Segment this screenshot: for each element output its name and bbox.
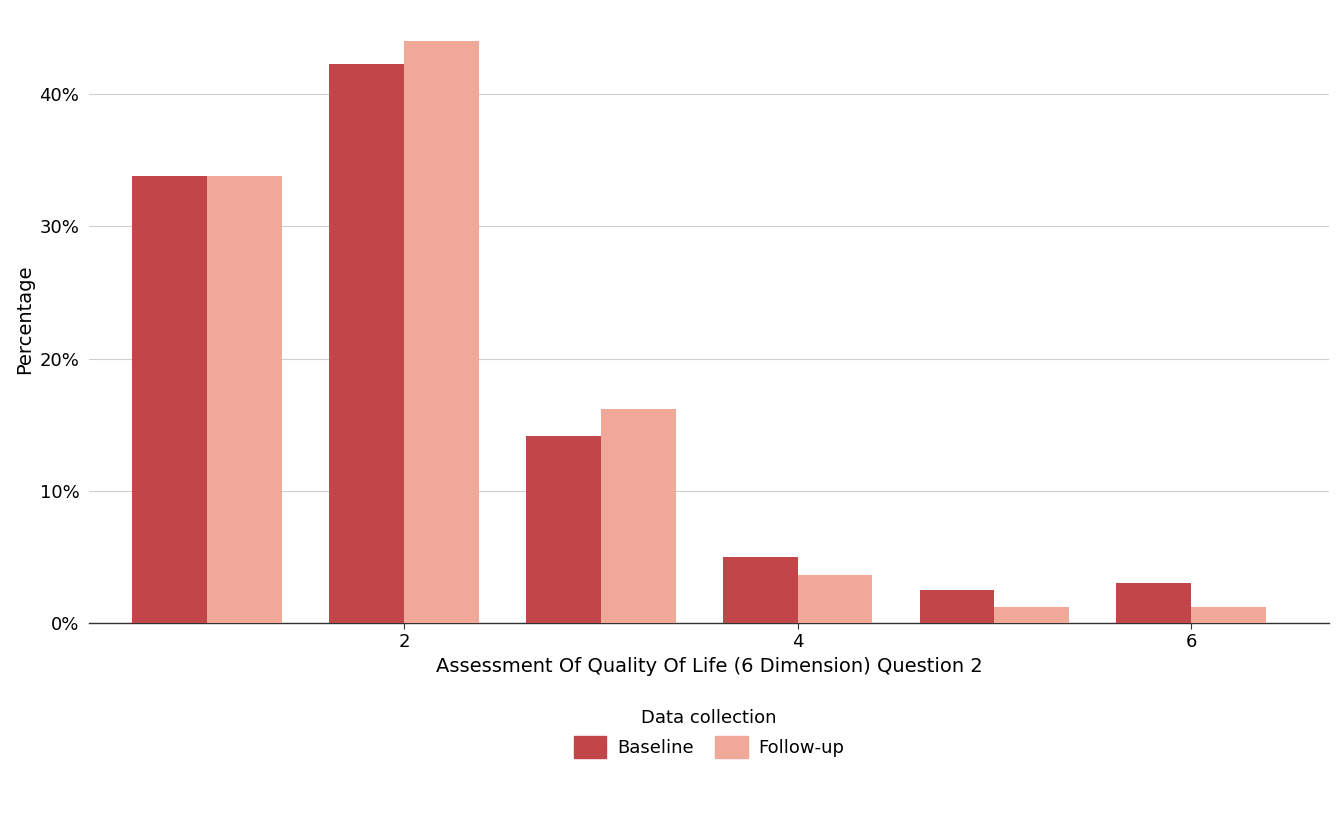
Bar xyxy=(601,408,676,622)
Y-axis label: Percentage: Percentage xyxy=(15,264,34,374)
Bar xyxy=(723,557,797,622)
Legend: Baseline, Follow-up: Baseline, Follow-up xyxy=(566,702,852,765)
Bar xyxy=(405,42,478,622)
Bar xyxy=(995,607,1070,622)
Bar xyxy=(919,590,995,622)
Bar xyxy=(526,437,601,622)
Bar xyxy=(329,64,405,622)
Bar xyxy=(797,575,872,622)
Bar xyxy=(133,176,207,622)
Bar xyxy=(1191,607,1266,622)
Bar xyxy=(1117,583,1191,622)
X-axis label: Assessment Of Quality Of Life (6 Dimension) Question 2: Assessment Of Quality Of Life (6 Dimensi… xyxy=(435,657,982,676)
Bar xyxy=(207,176,282,622)
